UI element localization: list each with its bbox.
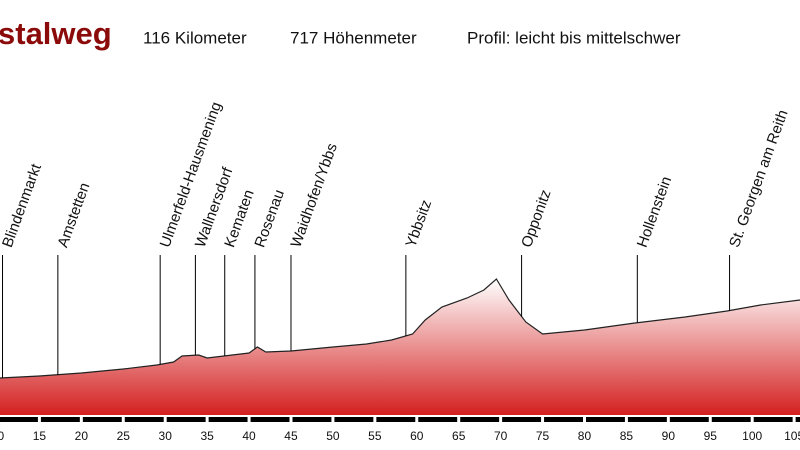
station-label: Blindenmarkt <box>0 161 45 250</box>
station-label: Rosenau <box>251 187 288 249</box>
x-tick-label: 85 <box>620 429 634 443</box>
x-tick-label: 10 <box>0 429 4 443</box>
x-tick-label: 20 <box>75 429 89 443</box>
route-stat: 116 Kilometer <box>143 28 247 47</box>
x-tick-label: 25 <box>117 429 131 443</box>
x-tick-label: 90 <box>662 429 676 443</box>
station-label: Hollenstein <box>634 174 675 250</box>
x-tick-label: 100 <box>742 429 762 443</box>
x-tick-label: 45 <box>284 429 298 443</box>
x-tick-label: 55 <box>368 429 382 443</box>
x-tick-label: 35 <box>200 429 214 443</box>
profile-area <box>0 279 800 415</box>
route-stat: 717 Höhenmeter <box>290 28 417 47</box>
x-tick-label: 30 <box>159 429 173 443</box>
chart-title: stalweg <box>0 16 112 51</box>
station-label: Waidhofen/Ybbs <box>287 141 340 250</box>
station-label: Amstetten <box>54 180 93 249</box>
station-label: Opponitz <box>518 187 555 249</box>
station-label: St. Georgen am Reith <box>726 108 792 250</box>
x-tick-label: 70 <box>494 429 508 443</box>
km-scale <box>0 417 800 422</box>
x-tick-label: 75 <box>536 429 550 443</box>
x-tick-label: 60 <box>410 429 424 443</box>
station-label: Ybbsitz <box>402 198 435 250</box>
x-tick-label: 40 <box>242 429 256 443</box>
x-tick-label: 15 <box>33 429 47 443</box>
x-tick-label: 80 <box>578 429 592 443</box>
x-tick-label: 50 <box>326 429 340 443</box>
profile-line <box>0 278 800 379</box>
x-tick-label: 105 <box>784 429 800 443</box>
route-stat: Profil: leicht bis mittelschwer <box>467 28 681 47</box>
x-tick-label: 65 <box>452 429 466 443</box>
x-tick-label: 95 <box>704 429 718 443</box>
